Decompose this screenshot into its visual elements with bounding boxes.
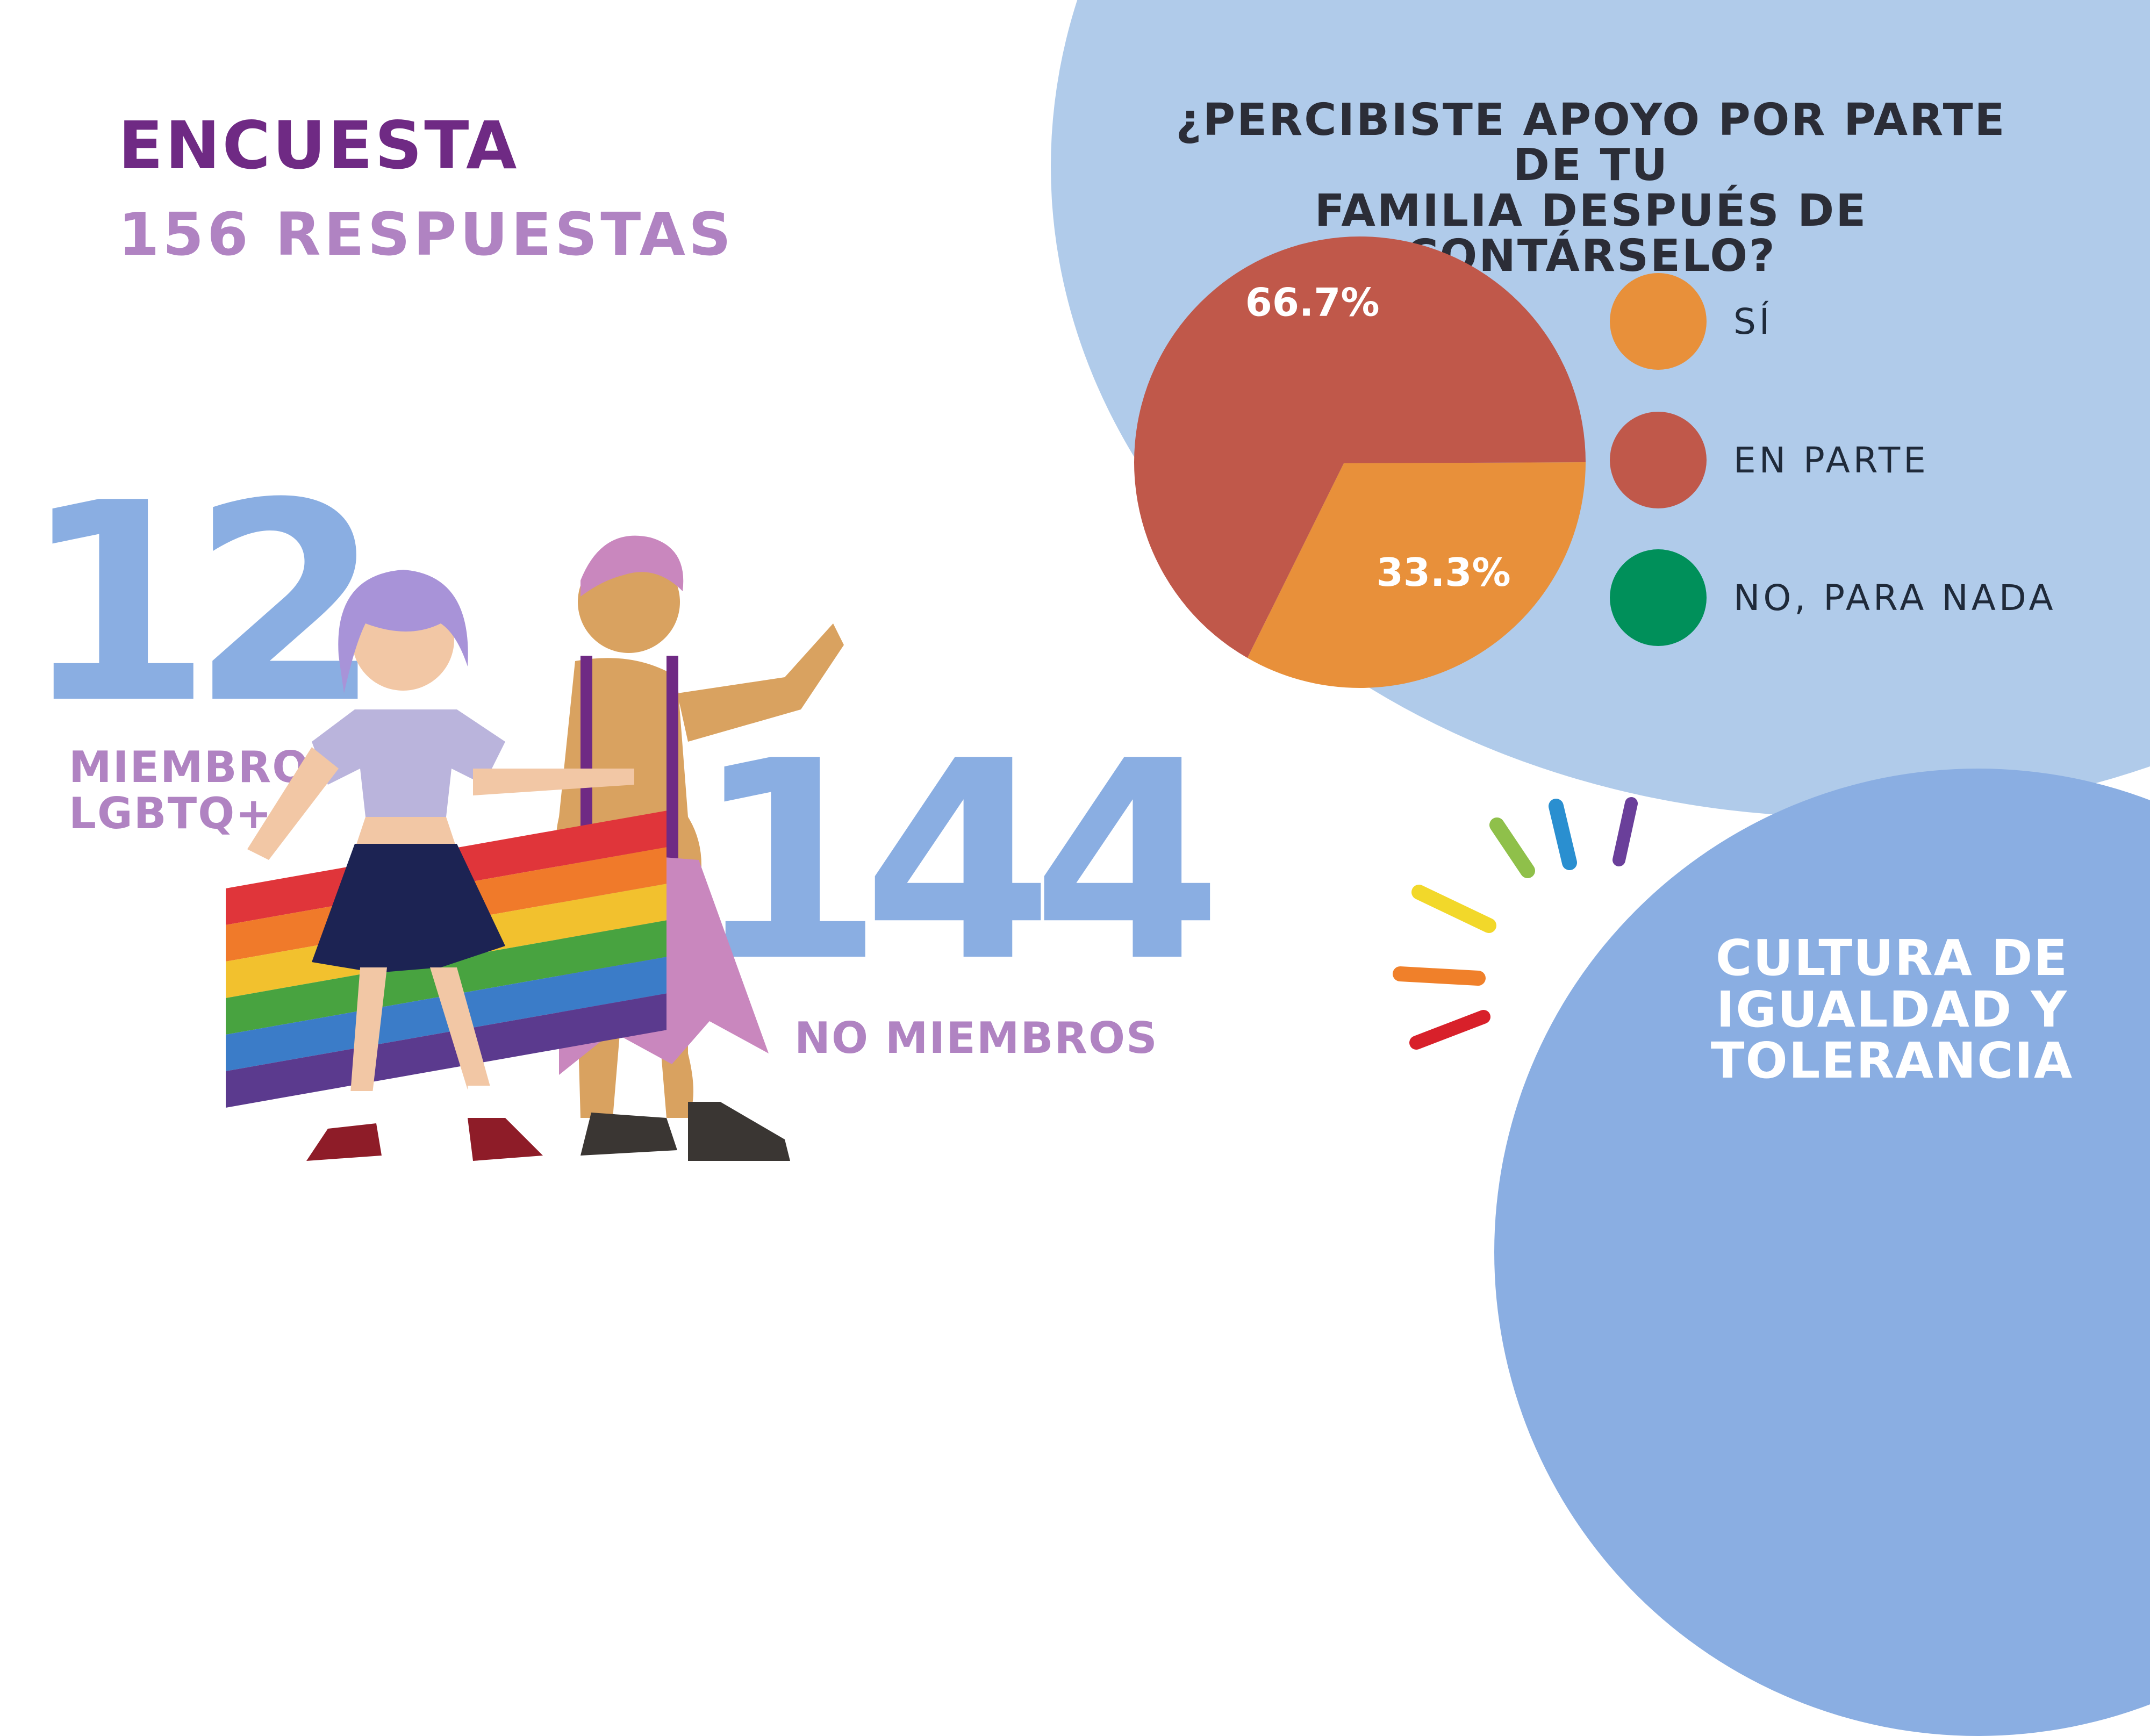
survey-responses: 156 RESPUESTAS (118, 200, 735, 269)
legend-item-en-parte: EN PARTE (1610, 412, 1929, 508)
legend-swatch-no-para-nada (1610, 549, 1707, 646)
pie-label-en-parte: 66.7% (1245, 279, 1380, 325)
survey-title: ENCUESTA (118, 107, 519, 184)
non-members-label: NO MIEMBROS (794, 1013, 1158, 1063)
chart-title-line2: FAMILIA DESPUÉS DE CONTÁRSELO? (1314, 185, 1868, 282)
legend-swatch-si (1610, 273, 1707, 370)
non-members-count: 144 (693, 703, 1223, 1022)
campaign-line2: IGUALDAD Y (1716, 980, 2068, 1038)
pie-slice-si (1247, 462, 1586, 688)
pie-label-si: 33.3% (1377, 550, 1511, 595)
decorative-rays (1393, 797, 1638, 1050)
campaign-line1: CULTURA DE (1715, 929, 2069, 987)
woman-figure (247, 570, 634, 1161)
members-label: MIEMBROS LGBTQ+ (69, 744, 342, 837)
legend-swatch-en-parte (1610, 412, 1707, 508)
legend-item-no-para-nada: NO, PARA NADA (1610, 549, 2056, 646)
campaign-line3: TOLERANCIA (1710, 1032, 2074, 1090)
chart-title: ¿PERCIBISTE APOYO POR PARTE DE TU FAMILI… (1134, 95, 2048, 282)
chart-title-line1: ¿PERCIBISTE APOYO POR PARTE DE TU (1176, 95, 2006, 191)
legend-label-no-para-nada: NO, PARA NADA (1733, 577, 2056, 619)
legend-label-en-parte: EN PARTE (1733, 439, 1929, 481)
pie-chart: 33.3% 66.7% (1134, 236, 1586, 688)
people-with-flag-illustration (226, 535, 844, 1161)
legend-label-si: SÍ (1733, 300, 1773, 342)
members-count: 12 (22, 445, 382, 764)
campaign-text: CULTURA DE IGUALDAD Y TOLERANCIA (1623, 932, 2150, 1087)
legend-item-si: SÍ (1610, 273, 1773, 370)
members-label-line2: LGBTQ+ (69, 788, 273, 839)
pie-slice-en-parte (1134, 236, 1586, 658)
